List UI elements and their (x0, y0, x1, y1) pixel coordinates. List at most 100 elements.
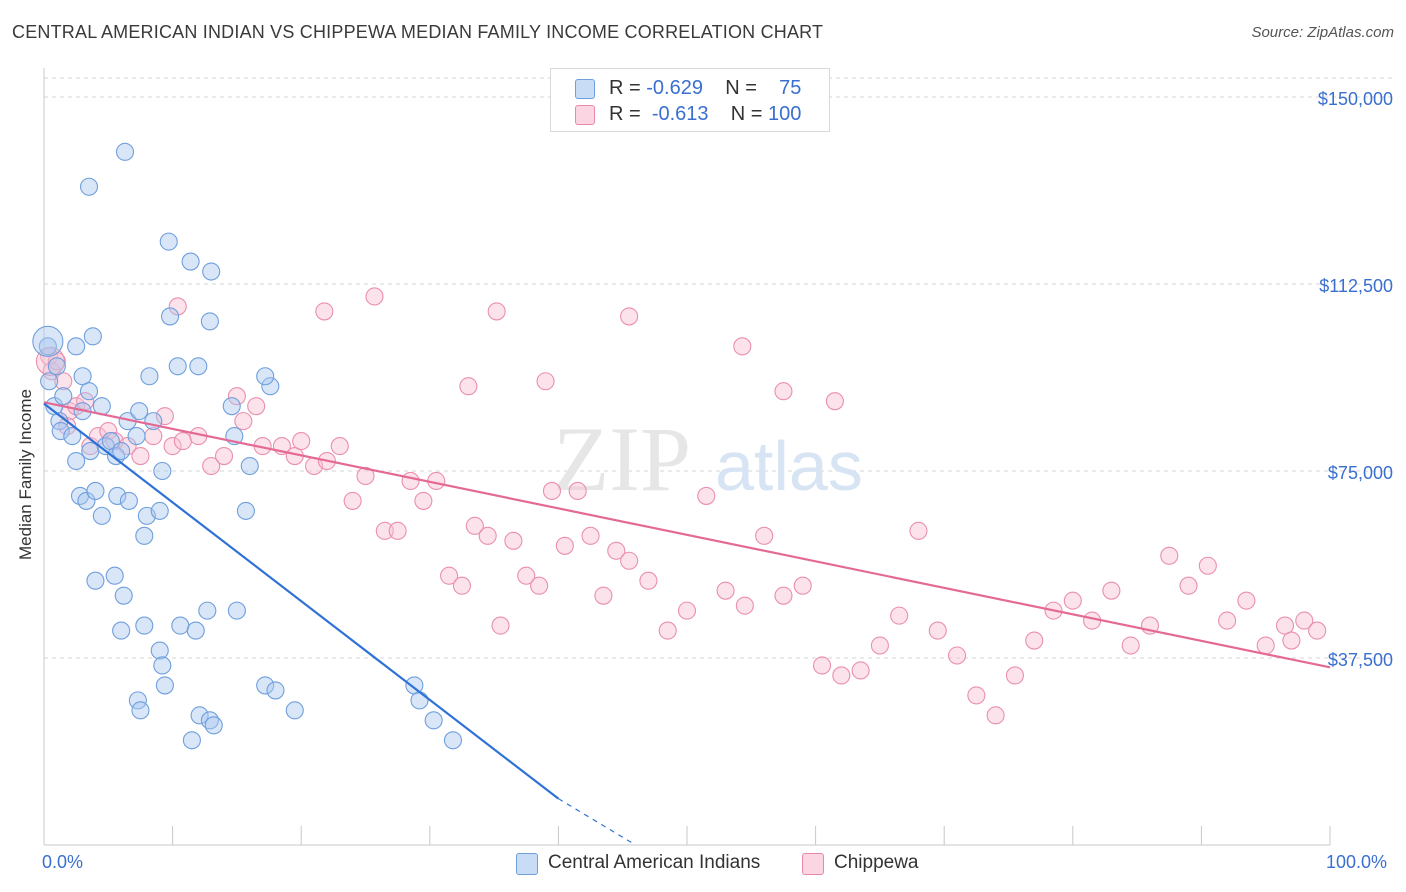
central-american-indians-point (131, 701, 150, 720)
chippewa-point (1005, 666, 1024, 685)
central-american-indians-point (150, 641, 169, 660)
central-american-indians-point (115, 142, 135, 161)
chippewa-trend-line (43, 401, 1331, 669)
chippewa-point (478, 526, 497, 545)
central-american-indians-point (202, 262, 221, 281)
r-value: -0.613 (651, 103, 709, 125)
central-american-indians-point (67, 451, 86, 471)
central-american-indians-point (38, 337, 57, 356)
central-american-indians-point (105, 566, 124, 585)
legend-swatch-pink (575, 105, 595, 125)
central-american-indians-point (130, 402, 149, 421)
chippewa-point (459, 377, 478, 396)
central-american-indians-points (32, 142, 462, 750)
central-american-indians-point (54, 387, 73, 406)
chippewa-point (227, 387, 246, 406)
chippewa-point (774, 382, 793, 401)
central-american-indians-point (67, 337, 86, 356)
chippewa-point (168, 297, 187, 316)
chippewa-point (487, 302, 506, 321)
central-american-indians-point (114, 586, 133, 605)
central-american-indians-point-large (32, 325, 64, 357)
legend-label: Chippewa (834, 852, 919, 873)
x-axis-max-label: 100.0% (1326, 852, 1388, 872)
chippewa-point (870, 636, 889, 655)
chippewa-point (452, 576, 472, 595)
chippewa-point (825, 392, 844, 411)
chart-title: CENTRAL AMERICAN INDIAN VS CHIPPEWA MEDI… (12, 22, 824, 42)
central-american-indians-point (266, 681, 285, 700)
chippewa-point (1121, 636, 1140, 655)
legend-swatch-pink (802, 853, 824, 875)
central-american-indians-point (51, 422, 70, 441)
gridlines (44, 77, 1392, 659)
chippewa-point (639, 571, 658, 590)
chippewa-point (365, 287, 384, 306)
central-american-indians-point (73, 367, 92, 386)
central-american-indians-point (222, 397, 241, 416)
chippewa-point (1160, 546, 1179, 565)
chippewa-point (658, 621, 677, 640)
y-tick-labels: $37,500 $75,000 $112,500 $150,000 (1318, 89, 1393, 670)
central-american-indians-point (181, 252, 200, 271)
chippewa-point (414, 491, 433, 510)
chippewa-point (234, 412, 253, 431)
y-axis-label: Median Family Income (16, 388, 35, 560)
y-tick-label: $75,000 (1328, 463, 1393, 483)
y-tick-label: $37,500 (1328, 650, 1393, 670)
chippewa-point (1025, 631, 1044, 650)
chippewa-point (851, 661, 870, 680)
central-american-indians-point (108, 486, 127, 505)
chippewa-point (697, 486, 716, 505)
central-american-indians-point (410, 691, 429, 710)
central-american-indians-point (189, 357, 208, 376)
chippewa-point (948, 646, 967, 665)
chippewa-point (909, 521, 928, 540)
chippewa-point (375, 521, 394, 540)
central-american-indians-point (79, 177, 99, 196)
chippewa-point (986, 706, 1005, 725)
source-label: Source: ZipAtlas.com (1251, 24, 1394, 41)
chippewa-point (504, 531, 523, 550)
chippewa-point (517, 566, 536, 585)
chippewa-point (620, 551, 639, 570)
chippewa-point (1198, 556, 1217, 575)
y-tick-label: $150,000 (1318, 89, 1393, 109)
central-american-indians-point (63, 427, 82, 446)
chippewa-point (1218, 611, 1237, 630)
chippewa-point (440, 566, 459, 585)
central-american-indians-point (135, 526, 154, 545)
legend-row-text: R = -0.629 N = 75 (609, 77, 801, 100)
central-american-indians-point (86, 481, 105, 500)
chippewa-point (755, 526, 774, 545)
chippewa-point (1237, 591, 1256, 610)
r-value: -0.629 (646, 77, 703, 99)
central-american-indians-point (256, 367, 275, 386)
central-american-indians-point (443, 731, 462, 750)
chippewa-point (1256, 636, 1275, 655)
legend-label: Central American Indians (548, 852, 761, 873)
chippewa-point (401, 471, 420, 491)
central-american-indians-point (86, 571, 105, 590)
chippewa-point (607, 541, 626, 560)
legend-swatch-blue (516, 853, 538, 875)
chippewa-point (330, 437, 349, 456)
chippewa-point (967, 686, 986, 705)
central-american-indians-point (40, 372, 59, 391)
central-american-indians-point (155, 676, 174, 695)
n-label: N = (725, 77, 757, 99)
chippewa-point (131, 446, 150, 466)
central-american-indians-point (190, 706, 209, 725)
central-american-indians-point (198, 601, 217, 620)
axes (43, 68, 1331, 846)
chippewa-point (1179, 576, 1198, 595)
chippewa-point (1275, 616, 1295, 635)
central-american-indians-point (47, 357, 66, 376)
n-value: 100 (768, 103, 802, 125)
chippewa-point (530, 576, 549, 595)
central-american-indians-point (204, 716, 223, 735)
x-axis-min-label: 0.0% (42, 852, 84, 872)
central-american-indians-point (424, 711, 443, 730)
central-american-indians-point (135, 616, 154, 635)
